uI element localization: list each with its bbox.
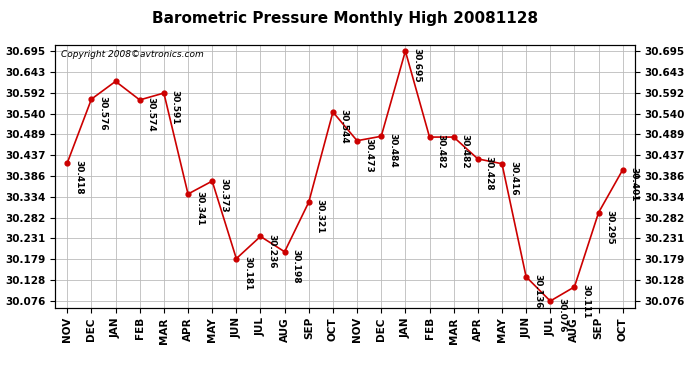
Text: 30.373: 30.373 — [219, 178, 228, 213]
Point — [544, 298, 555, 304]
Point — [424, 134, 435, 140]
Text: Copyright 2008©avtronics.com: Copyright 2008©avtronics.com — [61, 50, 204, 59]
Text: 30.473: 30.473 — [364, 138, 373, 172]
Text: 30.321: 30.321 — [316, 200, 325, 234]
Point — [327, 109, 338, 115]
Point — [279, 249, 290, 255]
Point — [230, 256, 241, 262]
Point — [351, 138, 363, 144]
Point — [62, 160, 73, 166]
Point — [255, 233, 266, 239]
Text: 30.576: 30.576 — [99, 96, 108, 131]
Text: 30.236: 30.236 — [268, 234, 277, 268]
Text: 30.695: 30.695 — [413, 48, 422, 83]
Text: 30.418: 30.418 — [75, 160, 83, 195]
Point — [182, 191, 193, 197]
Point — [86, 96, 97, 102]
Point — [110, 78, 121, 84]
Point — [375, 133, 386, 139]
Text: 30.544: 30.544 — [340, 109, 349, 144]
Text: 30.482: 30.482 — [461, 134, 470, 169]
Point — [400, 48, 411, 54]
Text: Barometric Pressure Monthly High 20081128: Barometric Pressure Monthly High 2008112… — [152, 11, 538, 26]
Point — [617, 167, 628, 173]
Text: 30.416: 30.416 — [509, 161, 518, 196]
Text: 30.341: 30.341 — [195, 191, 204, 226]
Point — [472, 156, 483, 162]
Text: 30.181: 30.181 — [244, 256, 253, 290]
Point — [593, 210, 604, 216]
Text: 30.482: 30.482 — [437, 134, 446, 169]
Point — [496, 161, 507, 167]
Text: 30.574: 30.574 — [147, 97, 156, 132]
Text: 30.295: 30.295 — [606, 210, 615, 244]
Text: 30.136: 30.136 — [533, 274, 542, 309]
Point — [158, 90, 169, 96]
Point — [569, 284, 580, 290]
Text: 30.198: 30.198 — [292, 249, 301, 284]
Text: 30.591: 30.591 — [171, 90, 180, 125]
Point — [448, 134, 459, 140]
Point — [134, 97, 145, 103]
Point — [520, 274, 531, 280]
Point — [206, 178, 217, 184]
Text: 30.111: 30.111 — [582, 284, 591, 319]
Text: 30.428: 30.428 — [485, 156, 494, 191]
Text: 30.076: 30.076 — [558, 298, 566, 333]
Text: 30.401: 30.401 — [630, 167, 639, 201]
Point — [303, 199, 314, 205]
Text: 30.484: 30.484 — [388, 134, 397, 168]
